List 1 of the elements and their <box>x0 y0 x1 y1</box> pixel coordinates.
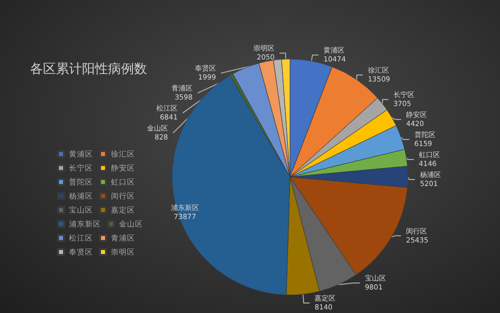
text: 各区累计阳性病例数 <box>30 62 147 77</box>
